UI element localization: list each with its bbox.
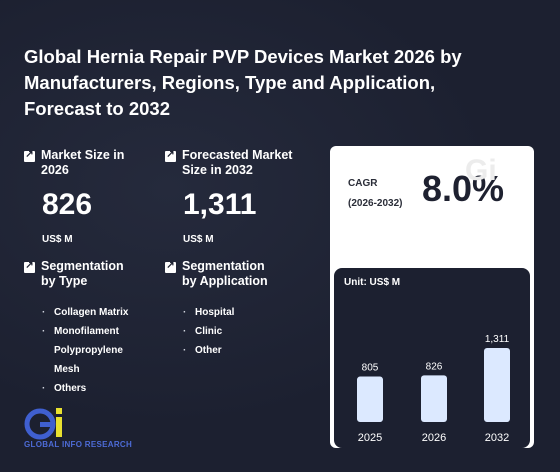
application-list: Hospital Clinic Other xyxy=(183,303,315,360)
page-title: Global Hernia Repair PVP Devices Market … xyxy=(24,46,462,119)
trend-arrow-icon xyxy=(165,259,176,273)
chart-unit-label: Unit: US$ M xyxy=(344,277,401,288)
list-item: Collagen Matrix xyxy=(42,303,164,322)
company-logo: GLOBAL INFO RESEARCH xyxy=(22,402,142,452)
bar-value-label: 805 xyxy=(362,363,379,374)
list-item: Hospital xyxy=(183,303,315,322)
bar-2025 xyxy=(357,376,383,422)
market-size-value: 826 xyxy=(42,188,93,221)
market-size-block: Market Size in 2026 826 US$ M xyxy=(24,148,154,245)
list-item: Polypropylene xyxy=(54,345,123,356)
logo-text: GLOBAL INFO RESEARCH xyxy=(24,440,133,449)
bar-chart: 805 2025 826 2026 1,311 2032 xyxy=(357,334,510,444)
watermark-logo-icon: Gi xyxy=(465,154,497,187)
trend-arrow-icon xyxy=(24,259,35,273)
forecast-value: 1,311 xyxy=(183,188,257,221)
bar-2032 xyxy=(484,348,510,422)
market-size-label: Market Size in 2026 xyxy=(41,148,125,177)
bar-value-label: 1,311 xyxy=(485,334,510,345)
trend-arrow-icon xyxy=(24,148,35,162)
list-item: Clinic xyxy=(183,322,315,341)
x-tick-label: 2026 xyxy=(422,432,446,444)
cagr-label-line1: CAGR xyxy=(348,178,378,189)
list-item: Others xyxy=(42,379,164,398)
cagr-label-line2: (2026-2032) xyxy=(348,198,403,209)
list-item: Other xyxy=(183,341,315,360)
list-item: Monofilament xyxy=(42,322,164,341)
list-item: Mesh xyxy=(54,364,80,375)
segmentation-application-label: Segmentation by Application xyxy=(182,259,268,288)
cagr-label: CAGR (2026-2032) xyxy=(348,174,402,214)
x-tick-label: 2025 xyxy=(358,432,382,444)
forecast-unit: US$ M xyxy=(183,234,214,245)
svg-text:Gi: Gi xyxy=(465,154,497,187)
forecast-block: Forecasted Market Size in 2032 1,311 US$… xyxy=(165,148,315,245)
chart-card: Unit: US$ M 805 2025 826 2026 1,311 2032 xyxy=(334,268,530,448)
bar-value-label: 826 xyxy=(426,361,443,372)
forecast-label: Forecasted Market Size in 2032 xyxy=(182,148,293,177)
segmentation-type-block: Segmentation by Type Collagen Matrix Mon… xyxy=(24,259,164,398)
segmentation-application-block: Segmentation by Application Hospital Cli… xyxy=(165,259,315,360)
segmentation-type-label: Segmentation by Type xyxy=(41,259,124,288)
bar-2026 xyxy=(421,375,447,422)
type-list: Collagen Matrix Monofilament Polypropyle… xyxy=(42,303,164,398)
cagr-value: 8.0% xyxy=(422,168,505,209)
trend-arrow-icon xyxy=(165,148,176,162)
x-tick-label: 2032 xyxy=(485,432,509,444)
logo-mark-icon xyxy=(24,408,62,440)
market-size-unit: US$ M xyxy=(42,234,73,245)
